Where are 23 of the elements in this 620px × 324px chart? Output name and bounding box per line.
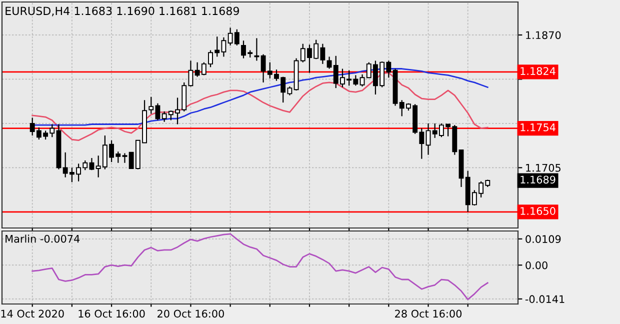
candlestick (254, 38, 260, 62)
chart-title: EURUSD,H4 1.1683 1.1690 1.1681 1.1689 (6, 6, 240, 16)
ref-line-label: 1.1650 (520, 207, 556, 215)
y-tick-label: 0.0109 (526, 235, 561, 244)
y-tick-label: 1.1870 (526, 31, 561, 40)
candlestick (188, 60, 194, 88)
candlestick (426, 122, 431, 156)
y-tick-label: 1.1705 (526, 164, 560, 172)
y-tick-label: -0.0141 (525, 295, 564, 304)
candlestick (155, 102, 160, 121)
text: 1.1689 (520, 176, 556, 184)
candlestick (89, 157, 94, 171)
ref-line-label: 1.1824 (520, 67, 556, 75)
x-tick-label: 16 Oct 16:00 (78, 310, 145, 318)
candlestick (360, 74, 365, 88)
candlestick (326, 56, 332, 70)
chart-title: Marlin -0.0074 (6, 234, 80, 243)
x-tick-label: 20 Oct 16:00 (158, 310, 224, 318)
ref-line-label: 1.1754 (520, 124, 556, 132)
y-tick-label: 0.00 (526, 261, 548, 270)
candlestick (122, 152, 128, 164)
x-tick-label: 14 Oct 2020 (1, 310, 64, 318)
x-tick-label: 28 Oct 16:00 (395, 310, 462, 318)
